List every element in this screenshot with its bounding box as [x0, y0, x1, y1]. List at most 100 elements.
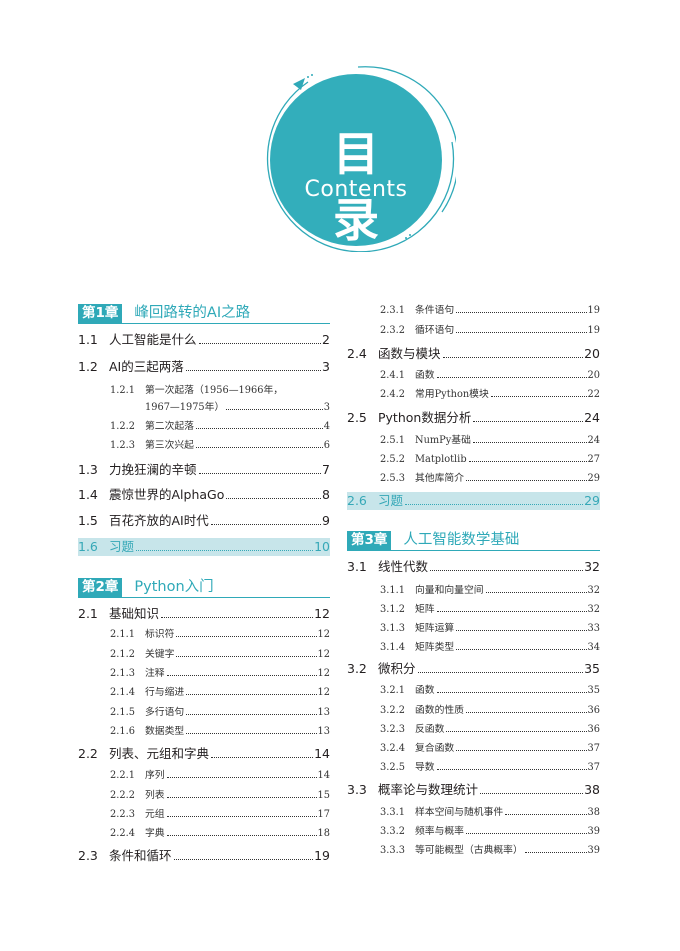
dot-leader [490, 396, 587, 397]
toc-subsection[interactable]: 2.1.2 关键字 12 [110, 647, 330, 663]
section-title: 1967—1975年） [145, 402, 225, 413]
toc-subsection[interactable]: 2.4.2 常用Python模块 22 [380, 387, 600, 403]
section-number: 2.1.6 [110, 726, 135, 737]
toc-subsection[interactable]: 1.2.3 第三次兴起 6 [110, 438, 330, 454]
toc-subsection[interactable]: 2.2.3 元组 17 [110, 807, 330, 823]
toc-subsection[interactable]: 3.1.4 矩阵类型 34 [380, 640, 600, 656]
page-number: 12 [317, 629, 330, 640]
arrow-icon [293, 78, 305, 90]
toc-section[interactable]: 2.3 条件和循环 19 [78, 847, 330, 865]
toc-subsection[interactable]: 2.1.5 多行语句 13 [110, 705, 330, 721]
toc-section[interactable]: 1.3 力挽狂澜的辛顿 7 [78, 461, 330, 479]
dot-leader [473, 421, 584, 422]
section-title: 第一次起落（1956—1966年， [145, 385, 284, 396]
toc-section[interactable]: 2.1 基础知识 12 [78, 605, 330, 623]
toc-subsection[interactable]: 2.1.3 注释 12 [110, 666, 330, 682]
dot-leader [456, 649, 587, 650]
chapter-heading[interactable]: 第1章 峰回路转的AI之路 [78, 304, 330, 324]
toc-section[interactable]: 2.2 列表、元组和字典 14 [78, 745, 330, 763]
section-number: 2.1.2 [110, 649, 135, 660]
dot-leader [173, 859, 314, 860]
section-title: 基础知识 [109, 606, 160, 621]
page-number: 32 [587, 604, 600, 615]
toc-subsection[interactable]: 3.2.2 函数的性质 36 [380, 703, 600, 719]
toc-subsection[interactable]: 2.5.3 其他库简介 29 [380, 471, 600, 487]
toc-subsection[interactable]: 2.5.1 NumPy基础 24 [380, 433, 600, 449]
badge-circle [270, 74, 442, 246]
toc-subsection[interactable]: 3.2.1 函数 35 [380, 683, 600, 699]
section-number: 1.2.3 [110, 440, 135, 451]
section-title: 震惊世界的AlphaGo [109, 487, 225, 502]
toc-subsection[interactable]: 3.3.2 频率与概率 39 [380, 824, 600, 840]
toc-section[interactable]: 3.1 线性代数 32 [347, 558, 600, 576]
toc-section[interactable]: 2.4 函数与模块 20 [347, 345, 600, 363]
toc-subsection[interactable]: 1.2.2 第二次起落 4 [110, 419, 330, 435]
toc-section[interactable]: 2.6 习题 29 [347, 492, 600, 510]
dot-leader [465, 480, 587, 481]
toc-subsection[interactable]: 2.3.1 条件语句 19 [380, 303, 600, 319]
toc-subsection[interactable]: 3.2.3 反函数 36 [380, 722, 600, 738]
toc-subsection[interactable]: 2.1.1 标识符 12 [110, 627, 330, 643]
section-title: 力挽狂澜的辛顿 [109, 462, 197, 477]
section-title: 常用Python模块 [415, 389, 489, 400]
page-number: 2 [322, 332, 330, 347]
toc-section[interactable]: 1.4 震惊世界的AlphaGo 8 [78, 486, 330, 504]
dot-leader [195, 447, 323, 448]
section-title: 矩阵运算 [415, 623, 455, 634]
page-number: 3 [322, 359, 330, 374]
toc-section[interactable]: 1.5 百花齐放的AI时代 9 [78, 512, 330, 530]
section-title: 百花齐放的AI时代 [109, 513, 209, 528]
section-number: 2.5.1 [380, 435, 405, 446]
section-title: 行与缩进 [145, 687, 185, 698]
toc-subsection[interactable]: 2.3.2 循环语句 19 [380, 323, 600, 339]
toc-subsection[interactable]: 1967—1975年） 3 [110, 400, 330, 416]
dot-leader [198, 473, 322, 474]
toc-subsection[interactable]: 2.4.1 函数 20 [380, 368, 600, 384]
section-title: 习题 [378, 493, 404, 508]
toc-subsection[interactable]: 1.2.1 第一次起落（1956—1966年， [110, 383, 330, 399]
page-number: 17 [317, 809, 330, 820]
page-number: 19 [314, 848, 330, 863]
section-title: 微积分 [378, 661, 416, 676]
dot-leader [436, 769, 587, 770]
dot-leader [195, 428, 323, 429]
toc-subsection[interactable]: 2.2.2 列表 15 [110, 788, 330, 804]
toc-subsection[interactable]: 3.1.3 矩阵运算 33 [380, 621, 600, 637]
toc-section[interactable]: 2.5 Python数据分析 24 [347, 409, 600, 427]
page-number: 13 [317, 707, 330, 718]
toc-subsection[interactable]: 3.1.2 矩阵 32 [380, 602, 600, 618]
section-title: 条件和循环 [109, 848, 172, 863]
toc-subsection[interactable]: 2.2.1 序列 14 [110, 768, 330, 784]
toc-subsection[interactable]: 2.1.4 行与缩进 12 [110, 685, 330, 701]
chapter-heading[interactable]: 第2章 Python入门 [78, 578, 330, 598]
toc-subsection[interactable]: 3.2.4 复合函数 37 [380, 741, 600, 757]
toc-subsection[interactable]: 3.2.5 导数 37 [380, 760, 600, 776]
section-number: 1.6 [78, 539, 98, 554]
toc-section[interactable]: 1.2 AI的三起两落 3 [78, 358, 330, 376]
dot-leader [465, 833, 587, 834]
toc-section[interactable]: 1.1 人工智能是什么 2 [78, 331, 330, 349]
section-number: 2.3.1 [380, 305, 405, 316]
toc-section[interactable]: 1.6 习题 10 [78, 538, 330, 556]
dot-leader [456, 312, 587, 313]
section-title: 字典 [145, 828, 165, 839]
section-title: 人工智能是什么 [109, 332, 197, 347]
section-title: Matplotlib [415, 454, 467, 465]
toc-subsection[interactable]: 2.5.2 Matplotlib 27 [380, 452, 600, 468]
toc-subsection[interactable]: 3.3.3 等可能概型（古典概率） 39 [380, 843, 600, 859]
page-number: 37 [587, 762, 600, 773]
toc-subsection[interactable]: 3.3.1 样本空间与随机事件 38 [380, 805, 600, 821]
toc-subsection[interactable]: 2.1.6 数据类型 13 [110, 724, 330, 740]
page-number: 15 [317, 790, 330, 801]
toc-section[interactable]: 3.3 概率论与数理统计 38 [347, 781, 600, 799]
toc-subsection[interactable]: 3.1.1 向量和向量空间 32 [380, 583, 600, 599]
section-number: 3.2.1 [380, 685, 405, 696]
chapter-heading[interactable]: 第3章 人工智能数学基础 [347, 531, 600, 551]
section-title: 函数的性质 [415, 705, 464, 716]
dot-leader [456, 750, 587, 751]
dot-leader [456, 630, 587, 631]
toc-section[interactable]: 3.2 微积分 35 [347, 660, 600, 678]
toc-subsection[interactable]: 2.2.4 字典 18 [110, 826, 330, 842]
page-number: 38 [584, 782, 600, 797]
section-title: 习题 [109, 539, 135, 554]
